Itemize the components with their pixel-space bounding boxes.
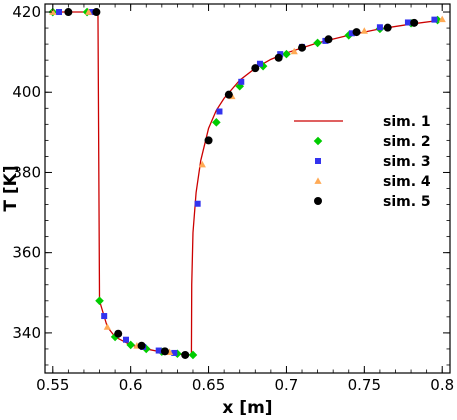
x-tick-label: 0.65 — [192, 376, 225, 394]
legend-item-1: sim. 1 — [294, 114, 431, 130]
data-point — [88, 9, 95, 16]
x-tick-label: 0.6 — [119, 376, 143, 394]
data-point — [274, 53, 283, 62]
data-point — [198, 160, 206, 168]
data-point — [438, 15, 446, 23]
data-point — [101, 313, 108, 320]
data-point — [258, 61, 268, 71]
data-point — [282, 49, 291, 59]
axes: 0.55 0.6 0.65 0.7 0.75 0.8 340 360 380 400 420 x [m… — [1, 3, 454, 418]
data-point — [404, 19, 411, 26]
series-line — [52, 11, 443, 356]
legend-item-3: sim. 3 — [315, 154, 431, 170]
y-tick-label: 380 — [12, 163, 41, 181]
legend-item-5: sim. 5 — [314, 194, 431, 210]
data-point — [204, 136, 213, 145]
data-point — [212, 118, 221, 127]
legend-marker-swatch — [315, 158, 321, 164]
y-tick-label: 400 — [12, 83, 41, 101]
x-tick-label: 0.55 — [36, 376, 69, 394]
legend-label: sim. 1 — [383, 114, 431, 130]
data-point — [383, 23, 392, 32]
data-point — [348, 30, 355, 37]
data-point — [114, 329, 123, 338]
legend-label: sim. 4 — [383, 174, 431, 190]
data-point — [160, 347, 169, 356]
data-point — [126, 340, 135, 350]
data-point — [56, 9, 63, 16]
data-point — [64, 8, 73, 17]
data-point — [155, 347, 162, 354]
data-point — [85, 8, 93, 15]
data-point — [123, 336, 129, 343]
data-point — [324, 35, 333, 44]
data-point — [224, 90, 233, 99]
data-point — [181, 350, 190, 359]
series-1 — [52, 11, 443, 356]
legend-marker-swatch — [314, 177, 322, 184]
data-point — [49, 8, 57, 15]
data-point — [290, 47, 298, 55]
data-point — [344, 30, 354, 40]
x-tick-label: 0.8 — [430, 376, 454, 394]
series-3 — [56, 9, 438, 356]
data-point — [376, 24, 383, 31]
legend-label: sim. 3 — [383, 154, 431, 170]
legend-label: sim. 2 — [383, 134, 431, 150]
data-point — [103, 323, 111, 330]
data-point — [352, 28, 361, 37]
data-point — [298, 43, 307, 52]
data-point — [171, 349, 178, 356]
y-tick-label: 340 — [12, 324, 41, 342]
x-tick-label: 0.7 — [275, 376, 299, 394]
data-point — [313, 38, 322, 48]
legend-label: sim. 5 — [383, 194, 431, 210]
data-point — [238, 78, 245, 85]
data-point — [137, 341, 146, 350]
data-point — [431, 16, 438, 23]
x-axis-label: x [m] — [222, 398, 272, 418]
y-axis-label: T [K] — [1, 165, 21, 211]
legend-item-2: sim. 2 — [313, 134, 431, 150]
y-tick-label: 420 — [12, 3, 41, 21]
legend-item-4: sim. 4 — [314, 174, 431, 190]
data-point — [360, 27, 368, 34]
series-5 — [64, 8, 419, 359]
data-point — [235, 81, 245, 91]
data-point — [92, 8, 101, 17]
data-point — [256, 60, 263, 67]
x-tick-label: 0.75 — [348, 376, 381, 394]
data-point — [216, 108, 223, 115]
data-point — [410, 18, 419, 27]
data-point — [188, 350, 198, 360]
legend-marker-swatch — [313, 136, 323, 146]
data-point — [194, 200, 201, 207]
y-tick-label: 360 — [12, 244, 41, 262]
data-point — [95, 296, 104, 306]
data-point — [251, 64, 260, 73]
legend: sim. 1 sim. 2 sim. 3 sim. 4 sim. 5 — [294, 114, 431, 210]
plot-area — [48, 7, 446, 360]
legend-marker-swatch — [314, 197, 322, 205]
